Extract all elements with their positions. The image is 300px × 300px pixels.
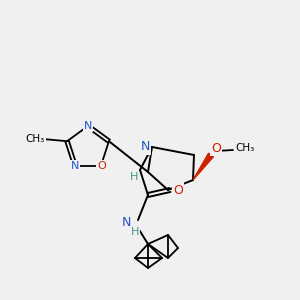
Text: N: N	[121, 217, 131, 230]
Text: O: O	[211, 142, 221, 154]
Polygon shape	[193, 153, 213, 180]
Text: N: N	[84, 121, 92, 131]
Text: H: H	[131, 227, 139, 237]
Text: O: O	[173, 184, 183, 196]
Text: H: H	[130, 172, 138, 182]
Text: CH₃: CH₃	[26, 134, 45, 144]
Text: N: N	[71, 161, 79, 171]
Text: CH₃: CH₃	[236, 143, 255, 153]
Text: N: N	[140, 140, 150, 154]
Text: O: O	[98, 161, 106, 171]
